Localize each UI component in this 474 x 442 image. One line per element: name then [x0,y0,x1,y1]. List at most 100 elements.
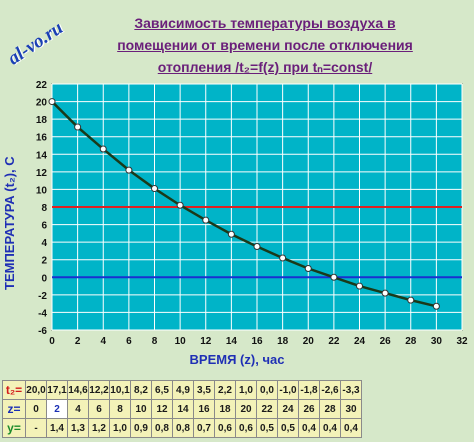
table-cell: -1,0 [277,380,299,400]
title-line-1: Зависимость температуры воздуха в [134,15,396,31]
chart-title: Зависимость температуры воздуха в помеще… [70,12,460,78]
series-curve [48,98,440,310]
y-tick-label: 20 [36,98,48,109]
table-cell: 0,8 [172,418,194,438]
table-cell: 20 [235,399,257,419]
data-table: t₂= 20,0 17,1 14,6 12,2 10,1 8,2 6,5 4,9 3,5 2,2 1,… [2,380,362,438]
y-tick-label: 14 [36,150,48,161]
row-label: z= [2,399,26,419]
data-point [381,289,389,297]
title-line-2: помещении от времени после отключения [117,37,413,53]
y-tick-label: 18 [36,115,48,126]
table-cell: 12 [151,399,173,419]
table-cell: 10,1 [109,380,131,400]
reference-lines [52,206,462,279]
table-cell: 18 [214,399,236,419]
y-tick-label: 6 [41,221,47,232]
table-cell: 24 [277,399,299,419]
x-axis-title: ВРЕМЯ (z), час [189,352,285,367]
table-cell: 0,5 [277,418,299,438]
table-cell: 0,4 [340,418,362,438]
table-cell: 26 [298,399,320,419]
data-point [279,254,287,262]
data-point [253,243,261,251]
x-tick-label: 10 [175,336,187,347]
table-cell: 2,2 [214,380,236,400]
x-tick-label: 8 [152,336,158,347]
table-cell: 10 [130,399,152,419]
data-point [74,123,82,131]
table-cell: 12,2 [88,380,110,400]
data-point [202,216,210,224]
table-cell: 20,0 [25,380,47,400]
y-tick-label: 10 [36,185,48,196]
x-tick-label: 2 [75,336,81,347]
table-cell: 3,5 [193,380,215,400]
y-tick-label: 16 [36,133,48,144]
x-tick-label: 12 [200,336,212,347]
y-tick-label: 8 [41,203,47,214]
row-label: t₂= [2,380,26,400]
x-tick-label: 16 [251,336,263,347]
table-cell: 1,2 [88,418,110,438]
x-tick-label: 22 [328,336,340,347]
table-row: z= 0 2 4 6 8 10 12 14 16 18 20 22 24 26 28 30 [2,399,362,419]
data-point [356,282,363,290]
x-tick-label: 18 [277,336,289,347]
x-tick-label: 4 [100,336,106,347]
table-row: t₂= 20,0 17,1 14,6 12,2 10,1 8,2 6,5 4,9 3,5 2,2 1,… [2,380,362,400]
x-tick-label: 0 [49,336,55,347]
table-cell: 6,5 [151,380,173,400]
y-tick-label: 22 [36,80,48,91]
x-tick-label: 6 [126,336,132,347]
table-cell: -1,8 [298,380,320,400]
x-tick-label: 26 [380,336,392,347]
y-tick-label: -4 [38,308,47,319]
x-tick-label: 14 [226,336,238,347]
table-cell: 28 [319,399,341,419]
table-cell: 14,6 [67,380,89,400]
data-point [330,273,338,281]
table-cell: 0 [25,399,47,419]
y-tick-label: 2 [41,256,47,267]
y-tick-label: 12 [36,168,48,179]
table-cell: 1,0 [109,418,131,438]
table-cell: 4,9 [172,380,194,400]
table-cell: 0,4 [298,418,320,438]
x-tick-label: 20 [303,336,315,347]
table-cell: 0,6 [214,418,236,438]
table-cell: 0,7 [193,418,215,438]
x-tick-labels: 0 2 4 6 8 10 12 14 16 18 20 22 24 26 28 30 32 [49,336,468,347]
data-point [99,145,107,153]
table-cell: 1,3 [67,418,89,438]
table-row: y= -1,4 1,3 1,2 1,0 0,9 0,8 0,8 0,7 0,6 0,6 0,5 0,5 0… [2,418,362,438]
data-point [304,265,312,272]
table-cell: -3,3 [340,380,362,400]
table-cell: 16 [193,399,215,419]
y-tick-labels: -6 -4 -2 0 2 4 6 8 10 12 14 16 18 20 22 [36,80,48,337]
y-tick-label: 0 [41,273,47,284]
x-tick-label: 28 [405,336,417,347]
data-point [432,302,440,310]
table-cell: 6 [88,399,110,419]
x-tick-label: 24 [354,336,366,347]
table-cell: 0,6 [235,418,257,438]
data-point [227,230,235,238]
data-point [407,296,415,304]
data-point [125,166,133,174]
row-label: y= [2,418,26,438]
table-cell: 2 [46,399,68,419]
table-cell: 0,8 [151,418,173,438]
table-cell: 0,5 [256,418,278,438]
table-cell: 0,4 [319,418,341,438]
table-cell: 22 [256,399,278,419]
table-cell: 1,4 [46,418,68,438]
table-cell: 4 [67,399,89,419]
temperature-chart: 0 2 4 6 8 10 12 14 16 18 20 22 24 26 28 30 32 -6-4-20246… [36,80,468,347]
y-tick-label: 4 [41,238,47,249]
table-cell: 14 [172,399,194,419]
table-cell: 1,0 [235,380,257,400]
table-cell: 8 [109,399,131,419]
series-line [51,100,437,308]
table-cell: 8,2 [130,380,152,400]
